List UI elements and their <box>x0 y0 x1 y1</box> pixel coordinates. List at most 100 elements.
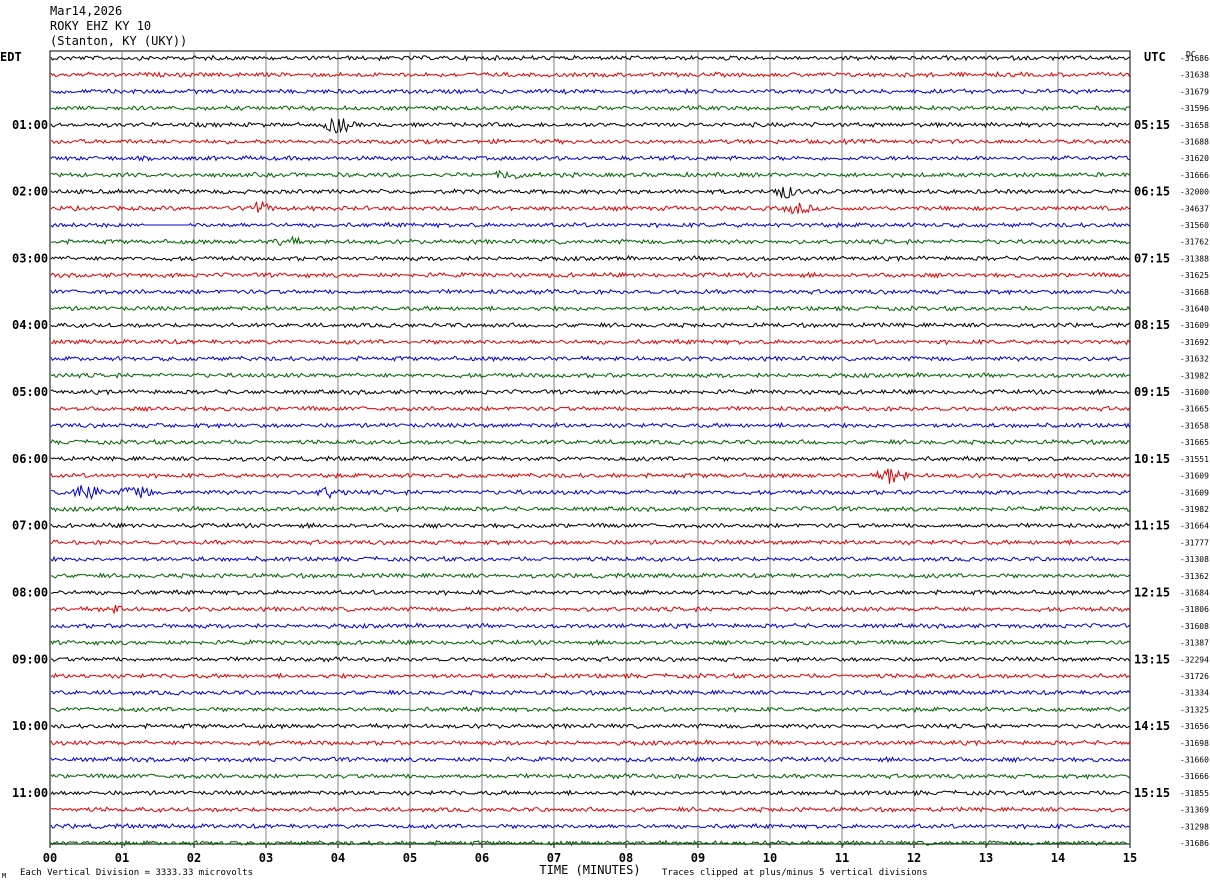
dc-offset-label: -34637 <box>1180 204 1209 213</box>
dc-offset-label: -31620 <box>1180 154 1209 163</box>
dc-offset-label: -31640 <box>1180 305 1209 314</box>
clip-note: Traces clipped at plus/minus 5 vertical … <box>662 868 928 878</box>
dc-offset-label: -31334 <box>1180 689 1209 698</box>
x-tick-label: 11 <box>835 851 849 865</box>
dc-offset-label: -31387 <box>1180 639 1209 648</box>
dc-offset-label: -31855 <box>1180 789 1209 798</box>
trace-row <box>50 468 1130 484</box>
trace-row <box>50 839 1130 847</box>
dc-offset-label: -31686 <box>1180 54 1209 63</box>
right-hour-label: 09:15 <box>1134 385 1170 399</box>
trace-row <box>50 405 1130 413</box>
dc-offset-label: -31665 <box>1180 438 1209 447</box>
x-tick-label: 01 <box>115 851 129 865</box>
dc-offset-label: -31668 <box>1180 288 1209 297</box>
dc-offset-label: -31632 <box>1180 355 1209 364</box>
dc-offset-label: -31560 <box>1180 221 1209 230</box>
trace-row <box>50 71 1130 79</box>
right-hour-label: 13:15 <box>1134 652 1170 666</box>
dc-offset-label: -31609 <box>1180 321 1209 330</box>
left-hour-label: 02:00 <box>12 185 48 199</box>
trace-row <box>50 538 1130 546</box>
left-hour-label: 07:00 <box>12 519 48 533</box>
trace-row <box>50 622 1130 630</box>
dc-offset-label: -31658 <box>1180 421 1209 430</box>
dc-offset-label: -31982 <box>1180 505 1209 514</box>
dc-offset-label: -31362 <box>1180 572 1209 581</box>
right-hour-label: 06:15 <box>1134 185 1170 199</box>
trace-row <box>50 438 1130 446</box>
trace-row <box>50 388 1130 396</box>
trace-row <box>50 304 1130 312</box>
dc-offset-label: -31982 <box>1180 371 1209 380</box>
left-hour-label: 11:00 <box>12 786 48 800</box>
dc-offset-label: -31664 <box>1180 522 1209 531</box>
x-tick-label: 08 <box>619 851 633 865</box>
dc-offset-label: -31388 <box>1180 254 1209 263</box>
dc-offset-label: -31692 <box>1180 338 1209 347</box>
trace-row <box>50 689 1130 697</box>
trace-row <box>50 739 1130 747</box>
right-hour-label: 07:15 <box>1134 251 1170 265</box>
dc-offset-label: -31762 <box>1180 238 1209 247</box>
x-tick-label: 02 <box>187 851 201 865</box>
dc-offset-label: -31666 <box>1180 171 1209 180</box>
trace-row <box>50 169 1130 180</box>
dc-offset-label: -31684 <box>1180 588 1209 597</box>
dc-offset-label: -31596 <box>1180 104 1209 113</box>
header-date: Mar14,2026 <box>50 4 123 18</box>
x-tick-label: 10 <box>763 851 777 865</box>
dc-offset-label: -31660 <box>1180 755 1209 764</box>
x-tick-label: 09 <box>691 851 705 865</box>
trace-row <box>50 672 1130 680</box>
dc-offset-label: -31679 <box>1180 87 1209 96</box>
right-hour-label: 12:15 <box>1134 585 1170 599</box>
x-axis-label: TIME (MINUTES) <box>539 863 640 877</box>
x-tick-label: 14 <box>1051 851 1065 865</box>
dc-offset-label: -31688 <box>1180 138 1209 147</box>
dc-offset-label: -31638 <box>1180 71 1209 80</box>
trace-row <box>50 789 1130 797</box>
dc-offset-label: -31325 <box>1180 705 1209 714</box>
x-tick-label: 13 <box>979 851 993 865</box>
right-hour-label: 05:15 <box>1134 118 1170 132</box>
dc-offset-label: -31551 <box>1180 455 1209 464</box>
dc-offset-label: -31726 <box>1180 672 1209 681</box>
dc-column-label: DC <box>1186 50 1196 59</box>
trace-row <box>50 288 1130 296</box>
dc-offset-label: -31600 <box>1180 388 1209 397</box>
right-hour-label: 15:15 <box>1134 786 1170 800</box>
dc-offset-label: -32000 <box>1180 188 1209 197</box>
trace-row <box>50 505 1130 513</box>
dc-offset-label: -31609 <box>1180 488 1209 497</box>
left-hour-label: 06:00 <box>12 452 48 466</box>
right-timezone-label: UTC <box>1144 50 1166 64</box>
dc-offset-label: -31665 <box>1180 405 1209 414</box>
left-timezone-label: EDT <box>0 50 22 64</box>
dc-offset-label: -31698 <box>1180 739 1209 748</box>
chart-grid <box>49 50 1131 848</box>
left-hour-label: 08:00 <box>12 585 48 599</box>
right-hour-label: 08:15 <box>1134 318 1170 332</box>
dc-offset-label: -31666 <box>1180 772 1209 781</box>
trace-row <box>50 235 1130 247</box>
trace-row <box>50 221 1130 229</box>
trace-row <box>50 772 1130 780</box>
trace-row <box>50 638 1130 647</box>
trace-row <box>50 555 1130 563</box>
dc-offset-label: -31777 <box>1180 538 1209 547</box>
dc-offset-label: -31806 <box>1180 605 1209 614</box>
dc-offset-label: -31369 <box>1180 806 1209 815</box>
scale-note: Each Vertical Division = 3333.33 microvo… <box>20 868 253 878</box>
x-tick-label: 00 <box>43 851 57 865</box>
trace-row <box>50 186 1130 199</box>
trace-row <box>50 321 1130 329</box>
trace-row <box>50 137 1130 146</box>
trace-row <box>50 338 1130 346</box>
dc-offset-label: -31608 <box>1180 622 1209 631</box>
trace-row <box>51 806 1130 813</box>
x-tick-label: 15 <box>1123 851 1137 865</box>
trace-row <box>50 154 1130 162</box>
trace-row <box>50 201 1130 215</box>
